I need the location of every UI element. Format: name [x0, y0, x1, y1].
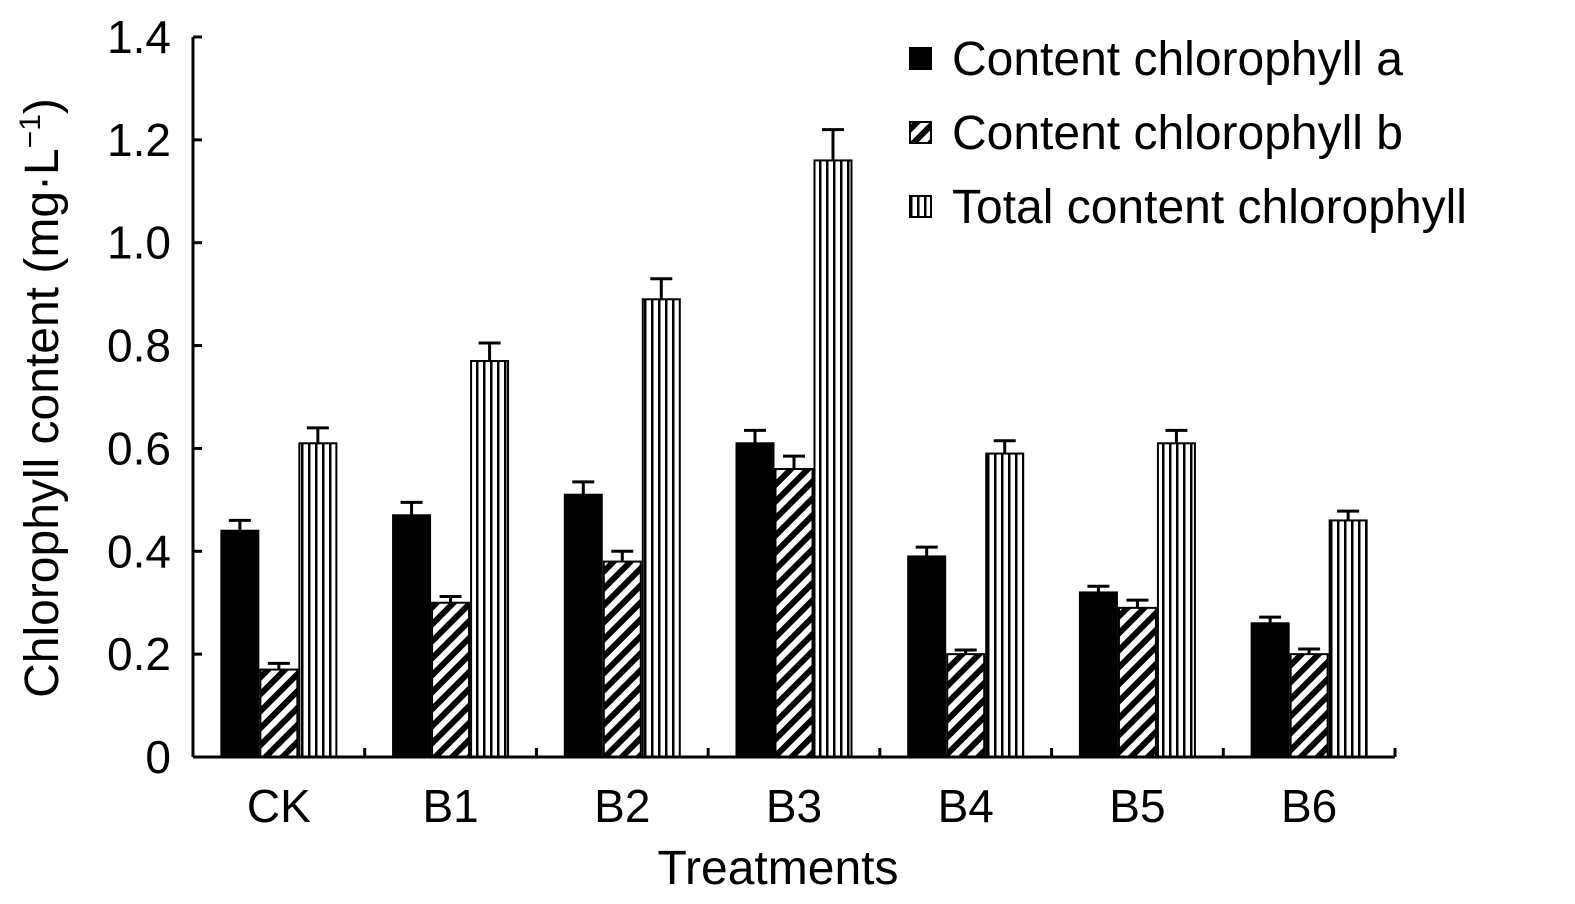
- x-tick-label: B3: [766, 780, 822, 832]
- y-tick-label: 0.6: [107, 422, 171, 474]
- bar: [220, 529, 260, 759]
- bar: [259, 668, 299, 758]
- x-tick-label: B5: [1109, 780, 1165, 832]
- legend-swatch: [909, 195, 932, 218]
- bar: [985, 452, 1025, 758]
- x-tick-label: CK: [247, 780, 311, 832]
- y-axis-title-close: ): [16, 98, 69, 114]
- legend-label: Content chlorophyll b: [952, 107, 1403, 160]
- bar: [470, 360, 510, 758]
- bar: [1250, 622, 1290, 758]
- legend-swatch: [909, 121, 932, 144]
- y-tick-label: 1.2: [107, 114, 171, 166]
- bar: [641, 298, 681, 758]
- legend: Content chlorophyll a Content chlorophyll…: [909, 33, 1467, 234]
- x-tick-label: B2: [594, 780, 650, 832]
- bar: [1328, 519, 1368, 759]
- bar: [1289, 653, 1329, 759]
- y-tick-label: 0.2: [107, 628, 171, 680]
- bar: [907, 555, 947, 759]
- bar: [735, 442, 775, 758]
- bar: [1117, 606, 1157, 758]
- y-axis-title: Chlorophyll content (mg·L−1): [14, 98, 69, 698]
- y-axis-title-superscript: −1: [14, 114, 47, 148]
- axes: 0 0.2 0.4 0.6 0.8 1.0 1.2 1.4 CK B1 B2 B3 B4 B5 B6: [107, 11, 1397, 832]
- x-tick-label: B4: [938, 780, 994, 832]
- bar: [392, 514, 432, 758]
- bar: [1156, 442, 1196, 758]
- bar: [602, 560, 642, 758]
- bars: [220, 128, 1368, 759]
- legend-label: Content chlorophyll a: [952, 33, 1403, 86]
- x-tick-label: B1: [422, 780, 478, 832]
- x-axis-title: Treatments: [658, 842, 899, 895]
- y-tick-label: 1.4: [107, 11, 171, 63]
- y-axis-title-main: Chlorophyll content (mg·L: [16, 148, 69, 698]
- bar: [813, 159, 853, 758]
- bar: [563, 493, 603, 758]
- y-tick-label: 1.0: [107, 217, 171, 269]
- y-tick-label: 0: [145, 731, 171, 783]
- y-tick-label: 0.4: [107, 525, 171, 577]
- bar: [946, 653, 986, 759]
- bar: [298, 442, 338, 758]
- bar: [774, 468, 814, 758]
- bar: [1078, 591, 1118, 759]
- legend-label: Total content chlorophyll: [952, 181, 1467, 234]
- bar: [431, 601, 471, 759]
- y-tick-label: 0.8: [107, 320, 171, 372]
- x-tick-label: B6: [1281, 780, 1337, 832]
- legend-swatch: [909, 47, 932, 70]
